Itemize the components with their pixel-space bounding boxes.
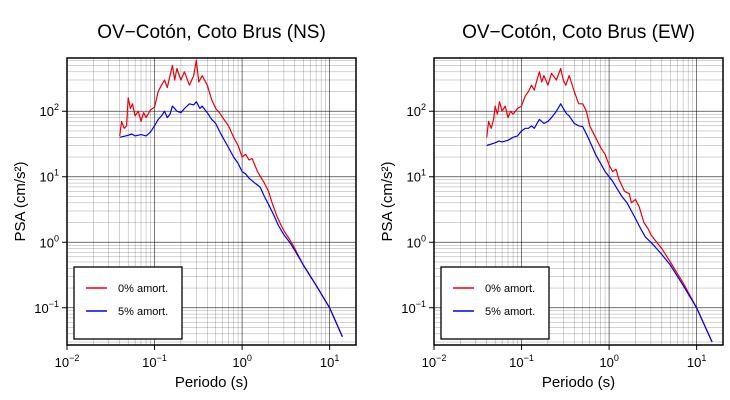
legend: 0% amort. 5% amort. [73, 266, 183, 340]
grid [66, 58, 357, 345]
x-tick-label: 10−1 [509, 353, 534, 370]
x-axis-label: Periodo (s) [175, 374, 248, 391]
x-tick-label: 10−2 [422, 353, 447, 370]
y-tick-label: 102 [407, 102, 426, 119]
x-tick-label: 100 [599, 353, 618, 370]
y-axis-label: PSA (cm/s²) [379, 161, 396, 241]
y-tick-label: 101 [407, 168, 426, 185]
series-line-0pct [119, 59, 343, 338]
legend-box [73, 266, 183, 340]
plot-frame [66, 57, 357, 346]
y-tick-label: 101 [40, 168, 59, 185]
y-tick-label: 100 [40, 233, 59, 250]
x-tick-label: 10−2 [55, 353, 80, 370]
x-axis-label: Periodo (s) [542, 374, 615, 391]
legend-entry-label: 0% amort. [485, 283, 535, 295]
legend-entry-label: 5% amort. [485, 306, 535, 318]
series-line-5pct [119, 101, 343, 338]
y-tick-label: 10−1 [34, 299, 59, 316]
legend-entry-label: 0% amort. [118, 283, 168, 295]
chart-panel-0: 10−2 10−1 100 101 10−1 100 101 102 OV−Cotón, Cot… [12, 22, 357, 391]
plot-frame [433, 57, 724, 346]
x-tick-label: 10−1 [142, 353, 167, 370]
legend: 0% amort. 5% amort. [440, 266, 550, 340]
y-tick-label: 100 [407, 233, 426, 250]
chart-panel-1: 10−2 10−1 100 101 10−1 100 101 102 OV−Cotón, Cot… [379, 22, 724, 391]
legend-box [440, 266, 550, 340]
series-line-0pct [486, 67, 713, 343]
chart-title: OV−Cotón, Coto Brus (NS) [97, 22, 326, 43]
series-line-5pct [486, 103, 713, 343]
chart-title: OV−Cotón, Coto Brus (EW) [462, 22, 695, 43]
y-tick-label: 10−1 [401, 299, 426, 316]
x-tick-label: 101 [687, 353, 706, 370]
x-tick-label: 100 [232, 353, 251, 370]
x-tick-label: 101 [320, 353, 339, 370]
y-tick-label: 102 [40, 102, 59, 119]
y-axis-label: PSA (cm/s²) [12, 161, 29, 241]
legend-entry-label: 5% amort. [118, 306, 168, 318]
